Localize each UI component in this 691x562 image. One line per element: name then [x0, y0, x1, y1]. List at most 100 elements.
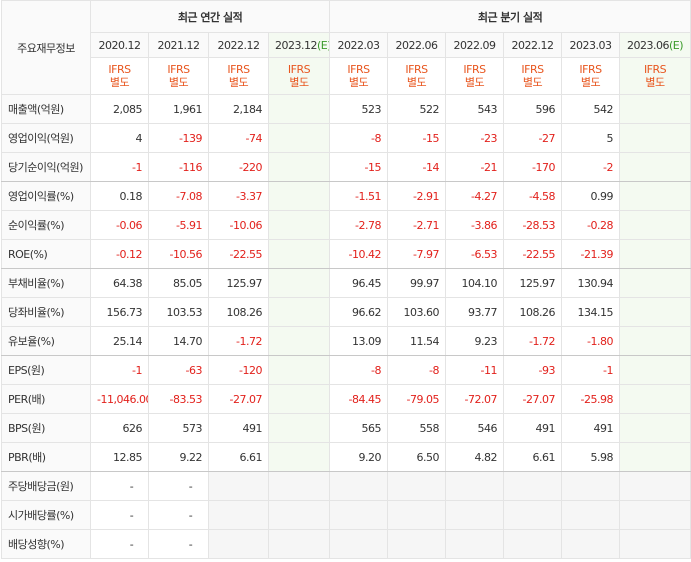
cell: -15	[329, 152, 389, 182]
cell	[208, 529, 269, 559]
cell	[208, 471, 269, 501]
standard-text: IFRS	[643, 63, 667, 76]
period-label: 2021.12	[157, 38, 201, 52]
row-label: EPS(원)	[1, 355, 91, 385]
cell	[387, 500, 447, 530]
data-row: 매출액(억원) 2,085 1,961 2,184 523 522 543 596 542	[1, 94, 691, 124]
cell	[619, 413, 691, 443]
cell: 6.50	[387, 442, 447, 472]
cell: -28.53	[503, 210, 563, 240]
cell: -14	[387, 152, 447, 182]
cell	[267, 239, 331, 269]
period-label: 2023.12	[275, 38, 318, 52]
cell: -0.28	[561, 210, 621, 240]
period-label: 2023.06	[627, 38, 670, 52]
cell	[267, 384, 331, 414]
cell	[267, 152, 331, 182]
data-row: PBR(배) 12.85 9.22 6.61 9.20 6.50 4.82 6.61 5.98	[1, 442, 691, 472]
data-row: ROE(%) -0.12 -10.56 -22.55 -10.42 -7.97 -6.53-…	[1, 239, 691, 269]
standard-row: IFRS 별도 IFRS 별도 IFRS 별도 IFRS 별도 IFRS 별도 IFRS 별도 IFRS…	[2, 57, 691, 95]
period: 2022.06	[387, 32, 447, 58]
cell: -6.53	[445, 239, 505, 269]
data-row: 주당배당금(원) - -	[1, 471, 691, 501]
cell: -21	[445, 152, 505, 182]
cell	[619, 500, 691, 530]
cell: -	[90, 500, 149, 530]
standard-text: IFRS	[347, 63, 370, 76]
cell: 9.20	[329, 442, 389, 472]
cell: -22.55	[503, 239, 563, 269]
cell	[619, 152, 691, 182]
standard-text: IFRS	[405, 63, 428, 76]
cell	[503, 529, 563, 559]
cell: 5	[561, 123, 621, 153]
period: 2023.03	[561, 32, 621, 58]
cell: 11.54	[387, 326, 447, 356]
period: 2022.12	[208, 32, 269, 58]
period-label: 2022.12	[217, 38, 261, 52]
cell	[503, 500, 563, 530]
data-row: 영업이익률(%) 0.18 -7.08 -3.37 -1.51 -2.91 -4.27 -4.…	[1, 181, 691, 211]
cell	[619, 471, 691, 501]
standard-text: IFRS	[521, 63, 544, 76]
cell	[561, 529, 621, 559]
cell: -1.72	[208, 326, 269, 356]
row-label: PBR(배)	[1, 442, 91, 472]
cell: 108.26	[503, 297, 563, 327]
data-row: 순이익률(%) -0.06 -5.91 -10.06 -2.78 -2.71 -3.86 -2…	[1, 210, 691, 240]
standard: IFRS 별도	[329, 57, 389, 95]
cell: -8	[329, 123, 389, 153]
standard-text: IFRS	[108, 63, 131, 76]
standard-text: 별도	[645, 76, 665, 89]
cell	[619, 239, 691, 269]
period: 2022.12	[503, 32, 563, 58]
data-row: EPS(원) -1 -63 -120 -8 -8 -11 -93 -1	[1, 355, 691, 385]
cell: -2.91	[387, 181, 447, 211]
standard-text: IFRS	[579, 63, 602, 76]
cell: 0.99	[561, 181, 621, 211]
cell: -4.27	[445, 181, 505, 211]
cell: 573	[148, 413, 209, 443]
cell: 565	[329, 413, 389, 443]
cell: -3.86	[445, 210, 505, 240]
cell	[329, 471, 389, 501]
cell: -	[148, 471, 209, 501]
period-label: 2023.03	[569, 38, 613, 52]
data-row: PER(배) -11,046.00 -83.53 -27.07 -84.45 -79.05…	[1, 384, 691, 414]
row-label: 영업이익률(%)	[1, 181, 91, 211]
cell	[619, 326, 691, 356]
cell	[208, 500, 269, 530]
cell	[619, 123, 691, 153]
standard: IFRS 별도	[387, 57, 447, 95]
cell	[267, 442, 331, 472]
cell	[619, 268, 691, 298]
standard: IFRS 별도	[445, 57, 505, 95]
cell	[267, 500, 331, 530]
cell: 14.70	[148, 326, 209, 356]
period: 2023.12(E)	[267, 32, 331, 58]
period-label: 2022.03	[337, 38, 381, 52]
cell: 96.45	[329, 268, 389, 298]
cell: -10.42	[329, 239, 389, 269]
cell: 491	[208, 413, 269, 443]
standard-text: 별도	[348, 76, 369, 89]
cell: 156.73	[90, 297, 149, 327]
cell	[619, 384, 691, 414]
group-header: 최근 분기 실적	[329, 0, 691, 33]
period: 2021.12	[148, 32, 209, 58]
cell: -25.98	[561, 384, 621, 414]
cell: -27.07	[208, 384, 269, 414]
cell	[387, 529, 447, 559]
standard-text: 별도	[406, 76, 427, 89]
header-row: 주요재무정보 최근 연간 실적 최근 분기 실적	[1, 0, 691, 95]
cell: 108.26	[208, 297, 269, 327]
row-label: ROE(%)	[1, 239, 91, 269]
cell: -74	[208, 123, 269, 153]
period-row: 2020.122021.122022.122023.12(E)2022.0320…	[2, 32, 691, 58]
cell	[329, 500, 389, 530]
cell: -	[148, 529, 209, 559]
cell	[387, 471, 447, 501]
cell: -116	[148, 152, 209, 182]
period: 2022.03	[329, 32, 389, 58]
cell: 2,085	[90, 94, 149, 124]
